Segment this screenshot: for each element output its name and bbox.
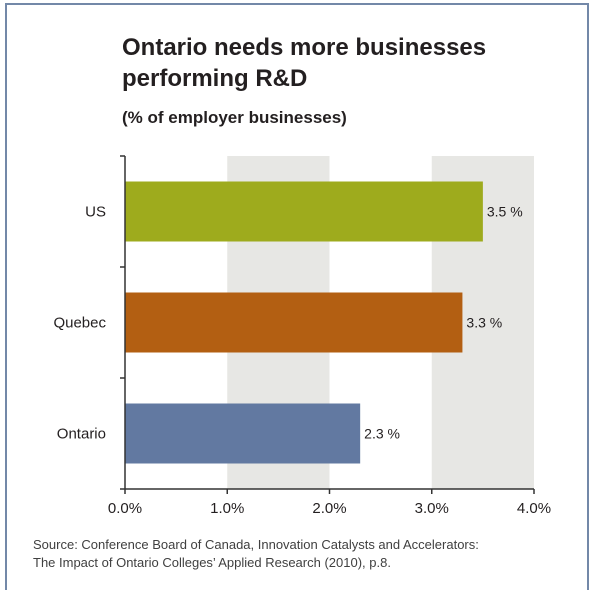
chart-subtitle: (% of employer businesses) <box>122 108 347 127</box>
labels-group: 3.5 % US 3.3 % Quebec 2.3 % Ontario 0.0% 1.0% 2.… <box>53 204 551 518</box>
source-note: Source: Conference Board of Canada, Inno… <box>33 536 479 572</box>
axes-group <box>120 155 535 494</box>
category-label: Ontario <box>57 426 106 443</box>
category-label: Quebec <box>53 315 106 332</box>
x-tick-label: 1.0% <box>210 500 244 517</box>
value-label: 2.3 % <box>364 426 400 442</box>
x-tick-label: 4.0% <box>517 500 551 517</box>
source-line-1: Source: Conference Board of Canada, Inno… <box>33 537 479 552</box>
bar-us <box>125 181 483 242</box>
x-tick-label: 3.0% <box>415 500 449 517</box>
x-tick-label: 0.0% <box>108 500 142 517</box>
bar-ontario <box>125 403 361 464</box>
frame-left-border <box>5 3 7 590</box>
chart-title: Ontario needs more businesses performing… <box>122 34 487 92</box>
value-label: 3.5 % <box>487 204 523 220</box>
frame-right-border <box>587 3 589 590</box>
source-line-2: The Impact of Ontario Colleges’ Applied … <box>33 555 391 570</box>
x-tick-label: 2.0% <box>312 500 346 517</box>
bar-quebec <box>125 292 463 353</box>
category-label: US <box>85 204 106 221</box>
value-label: 3.3 % <box>466 315 502 331</box>
bars-group <box>125 181 483 464</box>
frame-top-border <box>5 3 589 5</box>
